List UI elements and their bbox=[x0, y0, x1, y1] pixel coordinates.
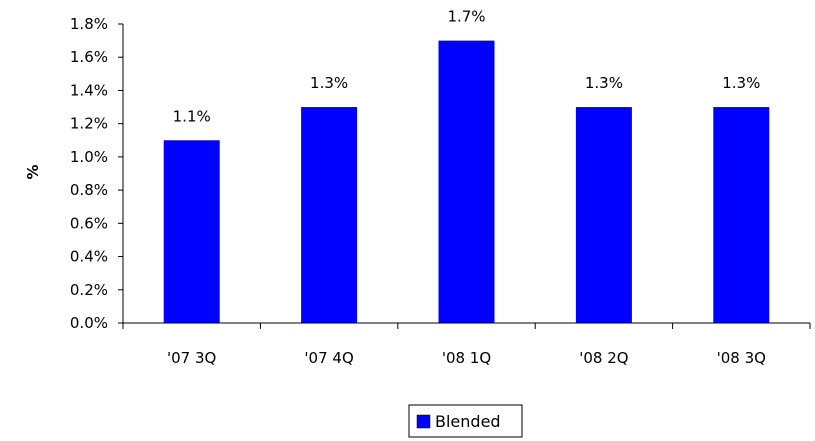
data-label: 1.3% bbox=[585, 74, 623, 92]
y-tick-label: 1.2% bbox=[70, 115, 108, 133]
legend-swatch-blended bbox=[416, 414, 431, 429]
x-tick-label: '07 4Q bbox=[304, 349, 353, 367]
x-tick-label: '08 2Q bbox=[579, 349, 628, 367]
y-tick-label: 0.2% bbox=[70, 281, 108, 299]
legend-label-blended: Blended bbox=[435, 412, 501, 431]
y-axis-title: % bbox=[24, 164, 42, 179]
bars: 1.1% 1.3% 1.7% 1.3% 1.3% bbox=[163, 8, 770, 323]
bar bbox=[163, 140, 220, 323]
bar bbox=[438, 40, 495, 323]
x-tick-label: '08 3Q bbox=[717, 349, 766, 367]
legend: Blended bbox=[408, 404, 523, 438]
y-tick-label: 1.6% bbox=[70, 48, 108, 66]
bar bbox=[575, 107, 632, 323]
y-tick-label: 1.8% bbox=[70, 15, 108, 33]
x-tick-label: '07 3Q bbox=[167, 349, 216, 367]
legend-box bbox=[408, 404, 523, 438]
y-tick-label: 0.0% bbox=[70, 314, 108, 332]
x-tick-label: '08 1Q bbox=[442, 349, 491, 367]
x-axis-ticks: '07 3Q '07 4Q '08 1Q '08 2Q '08 3Q bbox=[122, 323, 811, 367]
data-label: 1.3% bbox=[722, 74, 760, 92]
y-tick-label: 1.4% bbox=[70, 81, 108, 99]
y-tick-label: 0.6% bbox=[70, 214, 108, 232]
y-tick-label: 0.4% bbox=[70, 248, 108, 266]
data-label: 1.7% bbox=[447, 8, 485, 26]
y-tick-label: 1.0% bbox=[70, 148, 108, 166]
bar bbox=[301, 107, 358, 323]
y-axis-ticks: 0.0% 0.2% 0.4% 0.6% 0.8% 1.0% 1.2% 1.4% 1.6% 1.8% bbox=[70, 15, 123, 332]
bar bbox=[713, 107, 770, 323]
data-label: 1.3% bbox=[310, 74, 348, 92]
y-tick-label: 0.8% bbox=[70, 181, 108, 199]
data-label: 1.1% bbox=[173, 107, 211, 125]
